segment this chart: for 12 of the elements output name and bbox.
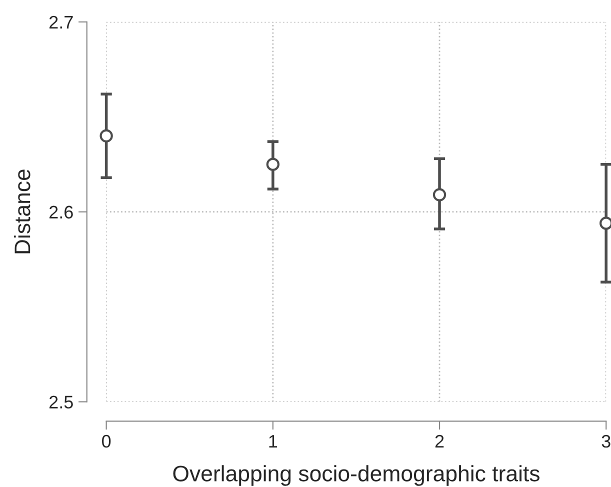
point [432, 188, 446, 202]
x-tick-label: 0 [102, 434, 111, 448]
point [100, 129, 113, 142]
y-tick-label: 2.5 [49, 396, 73, 408]
x-axis-title: Overlapping socio-demographic traits [173, 465, 540, 486]
x-tick-label: 1 [269, 435, 278, 448]
point [266, 158, 280, 171]
x-tick-label: 2 [435, 434, 444, 448]
y-tick-label: 2.7 [49, 16, 73, 28]
y-tick-label: 2.6 [49, 206, 73, 219]
x-tick-label: 3 [602, 434, 610, 448]
y-axis-title: Distance [14, 170, 30, 254]
